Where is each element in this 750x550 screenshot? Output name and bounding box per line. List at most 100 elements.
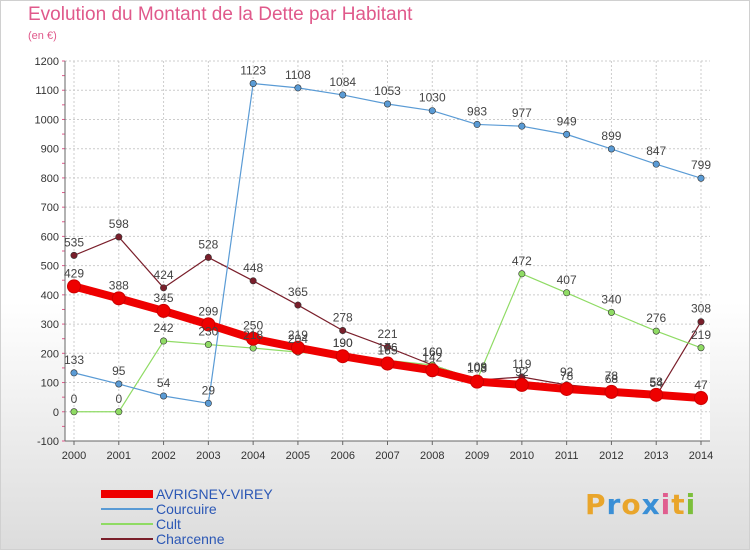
data-label: 1108 xyxy=(285,68,311,82)
y-tick-label: 100 xyxy=(41,378,59,390)
data-label: 58 xyxy=(650,375,664,389)
data-point xyxy=(246,331,261,346)
data-point xyxy=(697,318,705,326)
data-point xyxy=(652,160,660,168)
data-point xyxy=(70,251,78,259)
y-tick-label: 700 xyxy=(41,202,59,214)
data-label: 176 xyxy=(377,340,397,354)
data-point xyxy=(249,80,257,88)
x-tick-label: 2014 xyxy=(689,450,713,462)
data-label: 340 xyxy=(601,292,621,306)
data-point xyxy=(607,308,615,316)
data-label: 1053 xyxy=(374,84,401,98)
data-point xyxy=(294,84,302,92)
y-tick-label: 600 xyxy=(41,231,59,243)
data-label: 977 xyxy=(512,106,532,120)
data-point xyxy=(514,377,529,392)
legend-label: Courcuire xyxy=(156,501,217,517)
x-tick-label: 2013 xyxy=(644,450,668,462)
data-label: 221 xyxy=(377,327,397,341)
data-point xyxy=(694,391,708,406)
data-label: 535 xyxy=(64,235,84,249)
data-point xyxy=(290,340,305,355)
x-tick-label: 2006 xyxy=(330,450,354,462)
data-point xyxy=(115,380,123,388)
data-label: 407 xyxy=(557,273,577,287)
data-label: 308 xyxy=(691,302,711,316)
data-label: 92 xyxy=(515,365,529,379)
data-label: 429 xyxy=(64,266,84,280)
data-point xyxy=(111,291,126,306)
data-point xyxy=(425,363,440,378)
data-label: 190 xyxy=(333,336,353,350)
legend-swatch xyxy=(101,523,153,525)
logo-letter: i xyxy=(660,488,672,521)
y-tick-label: 400 xyxy=(41,290,59,302)
x-tick-label: 2005 xyxy=(286,450,310,462)
chart-title: Evolution du Montant de la Dette par Hab… xyxy=(28,4,413,25)
x-tick-label: 2009 xyxy=(465,450,489,462)
data-label: 598 xyxy=(109,217,129,231)
data-label: 242 xyxy=(154,321,174,335)
data-label: 847 xyxy=(646,144,666,158)
data-point xyxy=(335,349,350,364)
data-label: 472 xyxy=(512,254,532,268)
data-label: 218 xyxy=(243,328,263,342)
data-label: 1084 xyxy=(329,75,356,89)
data-point xyxy=(160,392,168,400)
data-point xyxy=(249,344,257,352)
data-point xyxy=(428,107,436,115)
data-point xyxy=(294,301,302,309)
axes: -100010020030040050060070080090010001100… xyxy=(35,56,714,462)
data-point xyxy=(380,356,395,371)
data-label: 133 xyxy=(64,353,84,367)
legend-label: AVRIGNEY-VIREY xyxy=(156,486,273,502)
data-label: 949 xyxy=(557,114,577,128)
data-point xyxy=(201,317,216,332)
x-tick-label: 2004 xyxy=(241,450,265,462)
y-tick-label: 200 xyxy=(41,348,59,360)
data-label: 250 xyxy=(243,319,263,333)
data-point xyxy=(697,174,705,182)
data-label: 345 xyxy=(154,291,174,305)
data-label: 278 xyxy=(333,311,353,325)
logo-letter: i xyxy=(685,488,697,521)
x-tick-label: 2008 xyxy=(420,450,444,462)
legend-swatch xyxy=(101,490,153,498)
data-label: 0 xyxy=(71,392,78,406)
data-point xyxy=(383,343,391,351)
x-tick-label: 2001 xyxy=(107,450,131,462)
data-point xyxy=(563,130,571,138)
data-point xyxy=(204,341,212,349)
logo-letter: r xyxy=(606,488,622,521)
data-label: 388 xyxy=(109,278,129,292)
data-point xyxy=(70,408,78,416)
data-point xyxy=(339,91,347,99)
y-tick-label: 500 xyxy=(41,261,59,273)
data-point xyxy=(649,387,664,402)
legend-label: Cult xyxy=(156,516,181,532)
legend-swatch xyxy=(101,508,153,510)
data-label: 204 xyxy=(288,332,308,346)
data-label: 119 xyxy=(512,357,531,371)
data-label: 78 xyxy=(560,369,574,383)
proxiti-logo: Proxiti xyxy=(585,488,696,521)
data-label: 160 xyxy=(422,345,442,359)
data-point xyxy=(160,337,168,345)
x-tick-label: 2007 xyxy=(375,450,399,462)
x-tick-label: 2003 xyxy=(196,450,220,462)
data-label: 424 xyxy=(154,268,174,282)
y-tick-label: 1000 xyxy=(35,114,59,126)
y-tick-label: 1100 xyxy=(35,85,59,97)
data-label: 54 xyxy=(650,376,664,390)
x-tick-label: 2010 xyxy=(510,450,534,462)
data-label: 0 xyxy=(115,392,122,406)
y-tick-label: -100 xyxy=(37,436,59,448)
data-point xyxy=(339,327,347,335)
data-point xyxy=(204,253,212,261)
series-layer xyxy=(67,80,708,416)
data-label: 165 xyxy=(377,344,397,358)
